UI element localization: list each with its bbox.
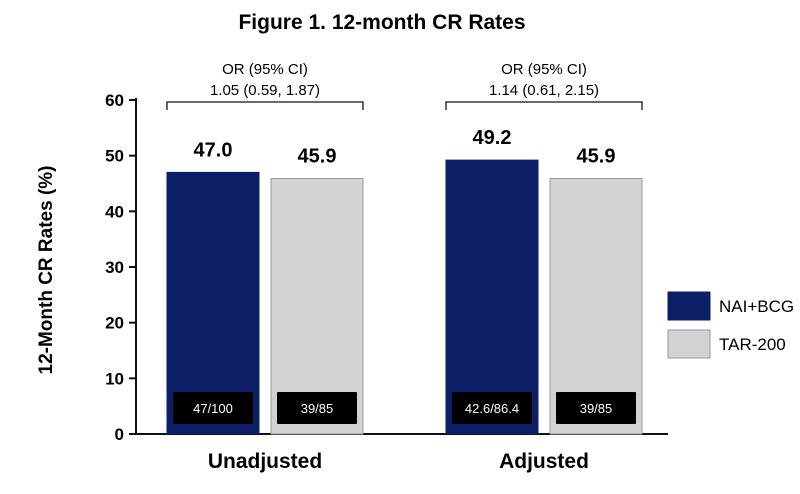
bar [166,171,260,435]
category-label: Unadjusted [208,450,322,473]
y-tick-label: 20 [105,314,124,333]
category-label: Adjusted [499,450,589,473]
count-badge [452,392,532,424]
y-tick-label: 10 [105,369,124,388]
bar-value-label: 45.9 [577,145,616,167]
count-badge [277,392,357,424]
bar [549,177,643,435]
bar [445,159,539,435]
count-badge [173,392,253,424]
count-label: 39/85 [301,401,334,416]
count-label: 39/85 [580,401,613,416]
odds-ratio-heading: OR (95% CI) [501,61,587,78]
y-tick-label: 30 [105,258,124,277]
count-label: 42.6/86.4 [465,401,519,416]
bar-value-label: 49.2 [473,127,512,149]
legend-label: TAR-200 [719,335,786,354]
bar [270,177,364,435]
y-axis-label: 12-Month CR Rates (%) [36,165,57,374]
odds-ratio-bracket [445,101,643,110]
legend-label: NAI+BCG [719,297,794,316]
odds-ratio-value: 1.14 (0.61, 2.15) [489,82,599,99]
bar-value-label: 45.9 [298,145,337,167]
y-tick-label: 50 [105,147,124,166]
y-tick-label: 40 [105,202,124,221]
bar-value-label: 47.0 [194,139,233,161]
count-label: 47/100 [193,401,233,416]
chart-title: Figure 1. 12-month CR Rates [238,11,525,34]
y-tick-label: 60 [105,91,124,110]
count-badge [556,392,636,424]
legend-swatch [667,291,711,321]
legend: NAI+BCG TAR-200 [667,291,794,359]
plot-area: 0 10 20 30 40 50 60 47.0 47/100 45.9 39/85 Unadjust… [105,61,668,473]
odds-ratio-heading: OR (95% CI) [222,61,308,78]
odds-ratio-value: 1.05 (0.59, 1.87) [210,82,320,99]
odds-ratio-bracket [166,101,364,110]
y-tick-label: 0 [115,425,124,444]
legend-swatch [667,329,711,359]
